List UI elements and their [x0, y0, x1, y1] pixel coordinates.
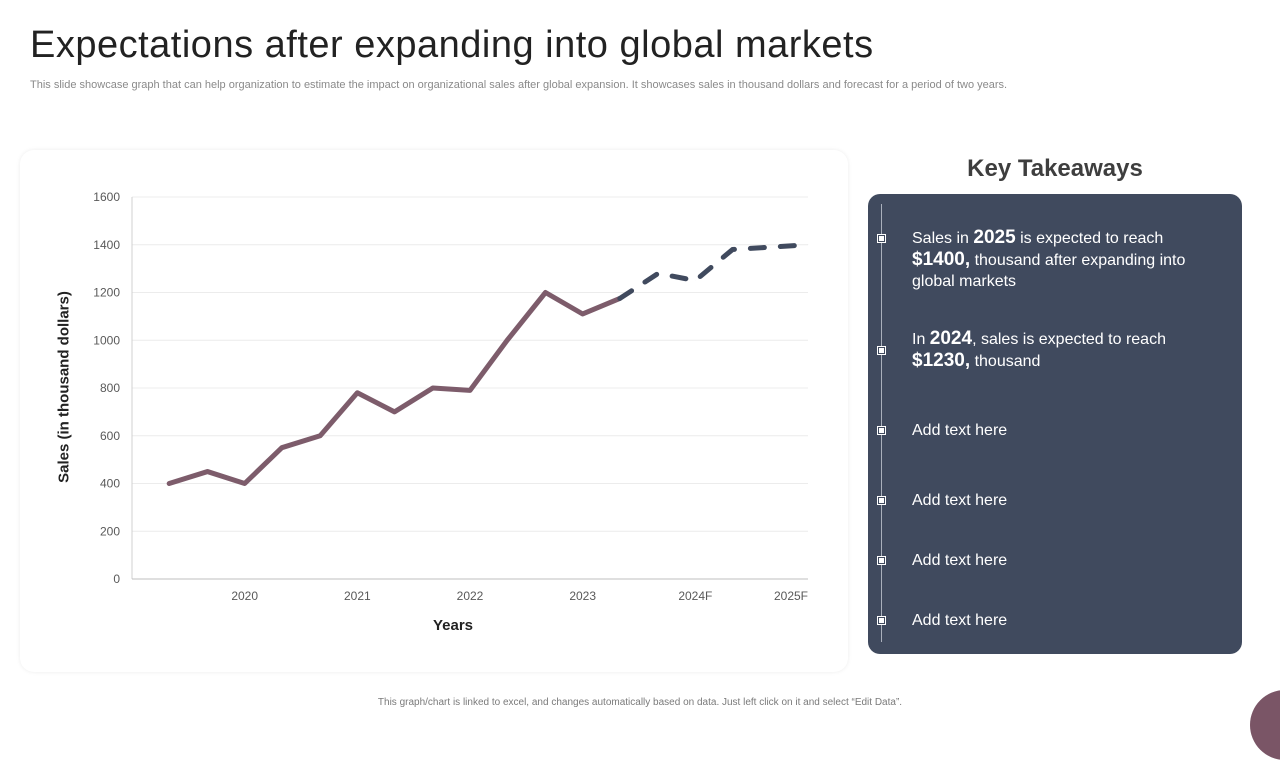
y-tick-label: 400: [100, 477, 120, 491]
y-tick-label: 1000: [93, 333, 120, 347]
y-tick-label: 600: [100, 429, 120, 443]
square-bullet-icon: [877, 346, 886, 355]
square-bullet-icon: [877, 496, 886, 505]
takeaway-text: In 2024, sales is expected to reach $123…: [912, 328, 1212, 372]
page-title: Expectations after expanding into global…: [30, 24, 874, 67]
x-tick-label: 2022: [457, 589, 484, 603]
x-tick-label: 2024F: [678, 589, 712, 603]
square-bullet-icon: [877, 234, 886, 243]
x-axis-label: Years: [433, 617, 473, 634]
key-takeaways-title: Key Takeaways: [868, 155, 1242, 183]
x-tick-label: 2021: [344, 589, 371, 603]
y-axis-label: Sales (in thousand dollars): [56, 291, 73, 483]
square-bullet-icon: [877, 426, 886, 435]
key-takeaways-panel: Sales in 2025 is expected to reach $1400…: [868, 194, 1242, 654]
x-tick-label: 2020: [231, 589, 258, 603]
y-tick-label: 1200: [93, 286, 120, 300]
y-tick-label: 0: [113, 572, 120, 586]
square-bullet-icon: [877, 616, 886, 625]
chart-card[interactable]: 0 200 400 600 800 1000 1200 1400 1600 2020 2021 202…: [20, 150, 848, 672]
page-subtitle: This slide showcase graph that can help …: [30, 79, 1007, 91]
sales-line-chart[interactable]: 0 200 400 600 800 1000 1200 1400 1600 2020 2021 202…: [20, 150, 848, 672]
takeaway-text: Add text here: [912, 550, 1212, 571]
takeaway-text: Add text here: [912, 420, 1212, 441]
y-tick-label: 1600: [93, 190, 120, 204]
series-line-forecast: [620, 245, 808, 299]
takeaway-text: Add text here: [912, 610, 1212, 631]
takeaway-text: Add text here: [912, 490, 1212, 511]
y-tick-label: 800: [100, 381, 120, 395]
y-tick-label: 1400: [93, 238, 120, 252]
square-bullet-icon: [877, 556, 886, 565]
y-tick-label: 200: [100, 524, 120, 538]
footer-note: This graph/chart is linked to excel, and…: [0, 697, 1280, 708]
takeaway-text: Sales in 2025 is expected to reach $1400…: [912, 227, 1212, 292]
x-tick-label: 2025F: [774, 589, 808, 603]
x-tick-label: 2023: [569, 589, 596, 603]
timeline-line: [881, 204, 882, 642]
